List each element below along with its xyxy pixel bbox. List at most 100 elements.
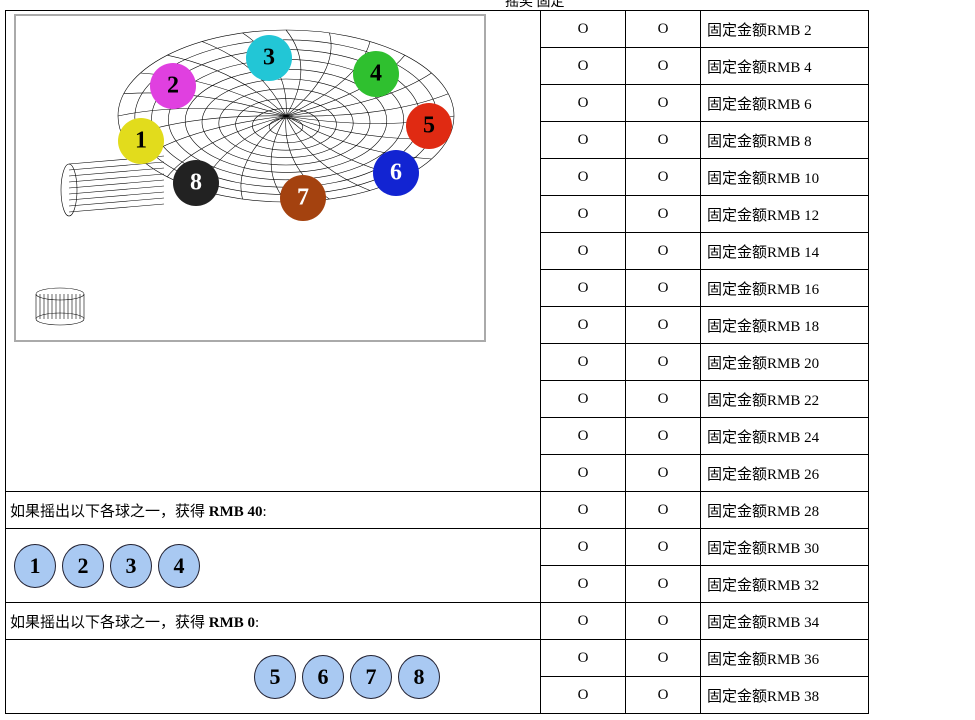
wire (285, 93, 449, 117)
prize-cell: 固定金额RMB 28 (700, 491, 869, 529)
ball: 1 (14, 543, 56, 588)
ball-sphere (373, 150, 419, 196)
wire (240, 115, 287, 200)
wire (123, 92, 287, 117)
lose-suffix: : (255, 614, 260, 631)
ball: 7 (350, 654, 392, 699)
prize-cell: 固定金额RMB 36 (700, 639, 869, 677)
ball-number: 4 (370, 61, 382, 87)
ball-sphere (246, 35, 292, 81)
ball-number: 1 (135, 128, 147, 154)
mark-cell: O (540, 121, 626, 159)
mark-cell: O (540, 195, 626, 233)
wire (285, 115, 371, 191)
mark-cell: O (625, 121, 701, 159)
prize-cell: 固定金额RMB 2 (700, 10, 869, 48)
mark-cell: O (540, 47, 626, 85)
mark-cell: O (540, 454, 626, 492)
mark-cell: O (625, 195, 701, 233)
mark-cell: O (625, 417, 701, 455)
wire (68, 197, 165, 207)
wire (167, 54, 287, 117)
prize-cell: 固定金额RMB 4 (700, 47, 869, 85)
ball: 2 (62, 543, 104, 588)
mark-cell: O (540, 639, 626, 677)
lottery-machine-image: 1 2 3 4 56 7 8 (14, 14, 486, 342)
prize-cell: 固定金额RMB 38 (700, 676, 869, 714)
mark-cell: O (540, 565, 626, 603)
mark-cell: O (625, 454, 701, 492)
wire (285, 41, 371, 117)
mark-cell: O (540, 602, 626, 640)
win-prefix: 如果摇出以下各球之一，获得 (10, 503, 209, 520)
mark-cell: O (625, 158, 701, 196)
ball-number: 5 (423, 113, 435, 139)
ball-sphere (353, 51, 399, 97)
wire (285, 72, 432, 117)
prize-cell: 固定金额RMB 24 (700, 417, 869, 455)
wire (285, 32, 332, 117)
wire (68, 173, 165, 183)
prize-cell: 固定金额RMB 6 (700, 84, 869, 122)
wire (68, 161, 165, 171)
mark-cell: O (540, 269, 626, 307)
ball: 4 (158, 543, 200, 588)
mark-cell: O (540, 158, 626, 196)
ball-sphere (280, 175, 326, 221)
ball-number: 8 (190, 170, 202, 196)
prize-cell: 固定金额RMB 30 (700, 528, 869, 566)
header: 摇奖 固定 (505, 0, 565, 10)
mark-cell: O (540, 676, 626, 714)
win-suffix: : (262, 503, 267, 520)
wire (68, 203, 165, 213)
mark-cell: O (540, 343, 626, 381)
mark-cell: O (625, 232, 701, 270)
mark-cell: O (625, 10, 701, 48)
prize-cell: 固定金额RMB 10 (700, 158, 869, 196)
ball-number: 6 (390, 160, 402, 186)
ball-number: 7 (297, 185, 309, 211)
prize-cell: 固定金额RMB 20 (700, 343, 869, 381)
mark-cell: O (540, 491, 626, 529)
mark-cell: O (625, 84, 701, 122)
ball: 6 (302, 654, 344, 699)
mark-cell: O (625, 528, 701, 566)
mark-cell: O (625, 380, 701, 418)
win-amount: RMB 40 (208, 503, 263, 520)
prize-cell: 固定金额RMB 14 (700, 232, 869, 270)
wire (68, 167, 165, 177)
ball: 5 (254, 654, 296, 699)
wire (35, 287, 85, 301)
ball-sphere (118, 118, 164, 164)
mark-cell: O (625, 343, 701, 381)
prize-cell: 固定金额RMB 16 (700, 269, 869, 307)
mark-cell: O (540, 84, 626, 122)
wire (68, 191, 165, 201)
wire (166, 115, 287, 177)
mark-cell: O (540, 232, 626, 270)
mark-cell: O (625, 639, 701, 677)
mark-cell: O (540, 10, 626, 48)
mark-cell: O (540, 306, 626, 344)
wire (68, 185, 165, 195)
ball: 3 (110, 543, 152, 588)
mark-cell: O (625, 676, 701, 714)
mark-cell: O (625, 269, 701, 307)
ball-sphere (150, 63, 196, 109)
prize-cell: 固定金额RMB 32 (700, 565, 869, 603)
mark-cell: O (625, 47, 701, 85)
ball-sphere (406, 103, 452, 149)
wire (35, 312, 85, 326)
mark-cell: O (540, 417, 626, 455)
ball-number: 2 (167, 73, 179, 99)
ball-sphere (173, 160, 219, 206)
mark-cell: O (625, 306, 701, 344)
prize-cell: 固定金额RMB 8 (700, 121, 869, 159)
ball: 8 (398, 654, 440, 699)
lose-amount: RMB 0 (208, 614, 256, 631)
